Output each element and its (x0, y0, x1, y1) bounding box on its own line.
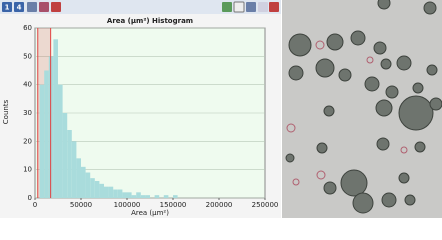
histogram-bar (67, 130, 72, 198)
y-tick-label: 30 (23, 109, 32, 117)
x-tick-label: 50000 (70, 201, 92, 209)
x-tick-label: 250000 (252, 201, 279, 209)
toolbar-icon[interactable] (269, 2, 279, 12)
cells (285, 0, 442, 214)
toolbar-icon[interactable] (246, 2, 256, 12)
histogram-bar (145, 195, 150, 198)
plot-area: 0 10 20 30 40 50 60 0 50000 100000 150000 200000 250… (23, 24, 278, 209)
y-tick-label: 20 (23, 137, 32, 145)
toolbar (0, 0, 281, 14)
x-tick-label: 100000 (114, 201, 141, 209)
small-cells (286, 40, 408, 186)
y-tick-label: 60 (23, 24, 32, 32)
x-tick-label: 200000 (206, 201, 233, 209)
histogram-bar (140, 195, 146, 198)
y-axis-label: Counts (2, 99, 10, 124)
histogram-bar (90, 178, 95, 198)
histogram-bar (99, 183, 104, 198)
y-tick-label: 10 (23, 166, 32, 174)
toolbar-icon[interactable] (258, 2, 268, 12)
histogram-bar (113, 189, 118, 198)
histogram-bar (136, 192, 141, 198)
histogram-bar (104, 186, 109, 198)
histogram-bar (154, 195, 160, 198)
toolbar-icon[interactable] (222, 2, 232, 12)
toolbar-button-label: 1 (5, 4, 10, 12)
y-tick-label: 50 (23, 52, 32, 60)
histogram-bar (81, 166, 86, 198)
histogram-bar (39, 84, 45, 198)
histogram-bar (94, 181, 100, 198)
toolbar-icon[interactable] (39, 2, 49, 12)
toolbar-icon[interactable] (51, 2, 61, 12)
x-axis-label: Area (µm²) (131, 209, 169, 217)
histogram-bar (163, 195, 169, 198)
histogram-bar (85, 172, 91, 198)
histogram-bar (58, 84, 63, 198)
x-tick-label: 150000 (160, 201, 187, 209)
histogram-bar (44, 70, 49, 198)
histogram-bar (127, 192, 132, 198)
toolbar-button[interactable] (2, 2, 12, 12)
y-tick-label: 0 (28, 194, 32, 202)
toolbar-button[interactable] (14, 2, 24, 12)
histogram-bar (53, 39, 58, 199)
toolbar-button-label: 4 (17, 4, 22, 12)
x-tick-label: 0 (33, 201, 37, 209)
histogram-bar (173, 195, 178, 198)
histogram-bar (122, 192, 127, 198)
histogram-bar (71, 141, 77, 198)
y-tick-label: 40 (23, 81, 32, 89)
chart-title: Area (µm²) Histogram (107, 17, 193, 25)
toolbar-icon[interactable] (27, 2, 37, 12)
screen: 1 4 Area (µm²) Histogram Area (µm²) Coun… (0, 0, 442, 218)
histogram-bar (108, 186, 114, 198)
histogram-bar (62, 113, 68, 198)
histogram-bar (131, 195, 137, 198)
toolbar-icon[interactable] (233, 1, 245, 13)
histogram-bar (76, 158, 81, 198)
histogram-bar (117, 189, 123, 198)
